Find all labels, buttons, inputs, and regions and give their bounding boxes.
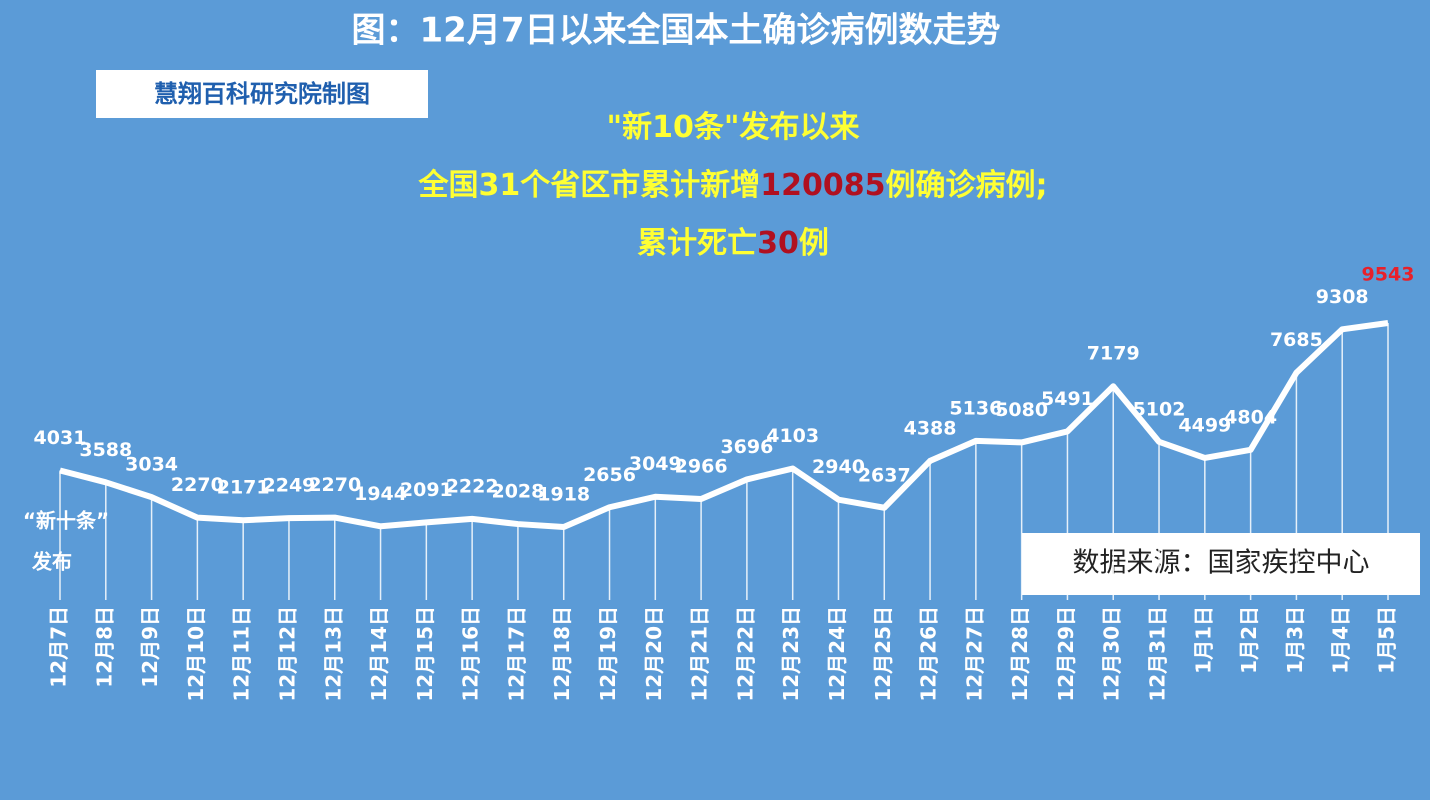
x-tick-label: 12月7日 bbox=[47, 606, 71, 688]
data-label: 4103 bbox=[766, 425, 819, 447]
headline-part: 累计死亡 bbox=[637, 226, 757, 261]
x-tick-label: 12月26日 bbox=[917, 606, 941, 702]
data-label: 3696 bbox=[720, 436, 773, 458]
data-label: 2270 bbox=[171, 474, 224, 496]
x-tick-label: 12月28日 bbox=[1008, 606, 1032, 702]
data-label: 5102 bbox=[1133, 398, 1186, 420]
source-box bbox=[1022, 533, 1420, 595]
x-tick-label: 12月31日 bbox=[1146, 606, 1170, 702]
data-label: 2028 bbox=[491, 481, 544, 503]
data-label: 2091 bbox=[400, 479, 453, 501]
x-tick-label: 12月19日 bbox=[596, 606, 620, 702]
data-label: 5080 bbox=[995, 399, 1048, 421]
data-label: 2940 bbox=[812, 456, 865, 478]
headline-part: "新10条"发布以来 bbox=[606, 110, 859, 145]
data-label: 7685 bbox=[1270, 329, 1323, 351]
x-tick-label: 12月14日 bbox=[367, 606, 391, 702]
x-tick-label: 1月4日 bbox=[1329, 606, 1353, 674]
x-tick-label: 12月30日 bbox=[1100, 606, 1124, 702]
data-label: 2222 bbox=[446, 475, 499, 497]
x-tick-label: 12月21日 bbox=[688, 606, 712, 702]
headline-part: 例确诊病例; bbox=[886, 168, 1048, 203]
data-label: 4804 bbox=[1224, 406, 1277, 428]
x-tick-label: 12月12日 bbox=[275, 606, 299, 702]
marker-note: 发布 bbox=[31, 550, 72, 574]
credit: 慧翔百科研究院制图 bbox=[154, 80, 370, 108]
x-tick-label: 12月8日 bbox=[92, 606, 116, 688]
marker-note: “新十条” bbox=[23, 509, 109, 533]
headline-line: 全国31个省区市累计新增120085例确诊病例; bbox=[418, 168, 1048, 203]
x-tick-label: 1月5日 bbox=[1375, 606, 1399, 674]
x-tick-label: 12月22日 bbox=[733, 606, 757, 702]
line bbox=[59, 320, 1389, 530]
data-label: 3588 bbox=[79, 439, 132, 461]
x-tick-label: 1月1日 bbox=[1191, 606, 1215, 674]
data-label: 5136 bbox=[949, 397, 1002, 419]
data-label: 2249 bbox=[263, 475, 316, 497]
data-label: 7179 bbox=[1087, 343, 1140, 365]
x-tick-label: 12月25日 bbox=[871, 606, 895, 702]
headline-part: 30 bbox=[757, 226, 799, 261]
credit-box bbox=[96, 70, 428, 118]
x-tick-label: 12月13日 bbox=[321, 606, 345, 702]
headline-line: "新10条"发布以来 bbox=[606, 110, 859, 145]
x-tick-label: 12月9日 bbox=[138, 606, 162, 688]
x-tick-label: 12月10日 bbox=[184, 606, 208, 702]
x-tick-label: 12月27日 bbox=[962, 606, 986, 702]
x-tick-label: 12月17日 bbox=[504, 606, 528, 702]
x-tick-label: 12月11日 bbox=[230, 606, 254, 702]
x-tick-label: 12月29日 bbox=[1054, 606, 1078, 702]
data-label: 9308 bbox=[1316, 286, 1369, 308]
data-label: 2637 bbox=[858, 464, 911, 486]
x-tick-label: 12月15日 bbox=[413, 606, 437, 702]
headline-part: 例 bbox=[799, 226, 829, 261]
headline-line: 累计死亡30例 bbox=[637, 226, 829, 261]
source: 数据来源：国家疾控中心 bbox=[1073, 548, 1370, 579]
data-label: 1944 bbox=[354, 483, 407, 505]
x-tick-label: 12月24日 bbox=[825, 606, 849, 702]
data-label: 9543 bbox=[1362, 264, 1415, 286]
data-label: 3034 bbox=[125, 454, 178, 476]
headline-part: 120085 bbox=[760, 168, 885, 203]
data-label: 4031 bbox=[34, 427, 87, 449]
x-tick-label: 12月23日 bbox=[779, 606, 803, 702]
data-label: 2656 bbox=[583, 464, 636, 486]
x-tick-label: 1月3日 bbox=[1283, 606, 1307, 674]
data-label: 4499 bbox=[1178, 414, 1231, 436]
data-label: 4388 bbox=[904, 417, 957, 439]
x-tick-label: 12月20日 bbox=[642, 606, 666, 702]
chart-title: 图：12月7日以来全国本土确诊病例数走势 bbox=[352, 11, 1001, 51]
data-label: 2270 bbox=[308, 474, 361, 496]
data-label: 1918 bbox=[537, 484, 590, 506]
x-tick-label: 1月2日 bbox=[1237, 606, 1261, 674]
data-label: 2966 bbox=[675, 455, 728, 477]
data-label: 2171 bbox=[217, 477, 270, 499]
x-tick-label: 12月16日 bbox=[459, 606, 483, 702]
headline-part: 全国31个省区市累计新增 bbox=[418, 168, 761, 203]
data-label: 5491 bbox=[1041, 388, 1094, 410]
x-tick-label: 12月18日 bbox=[550, 606, 574, 702]
data-label: 3049 bbox=[629, 453, 682, 475]
